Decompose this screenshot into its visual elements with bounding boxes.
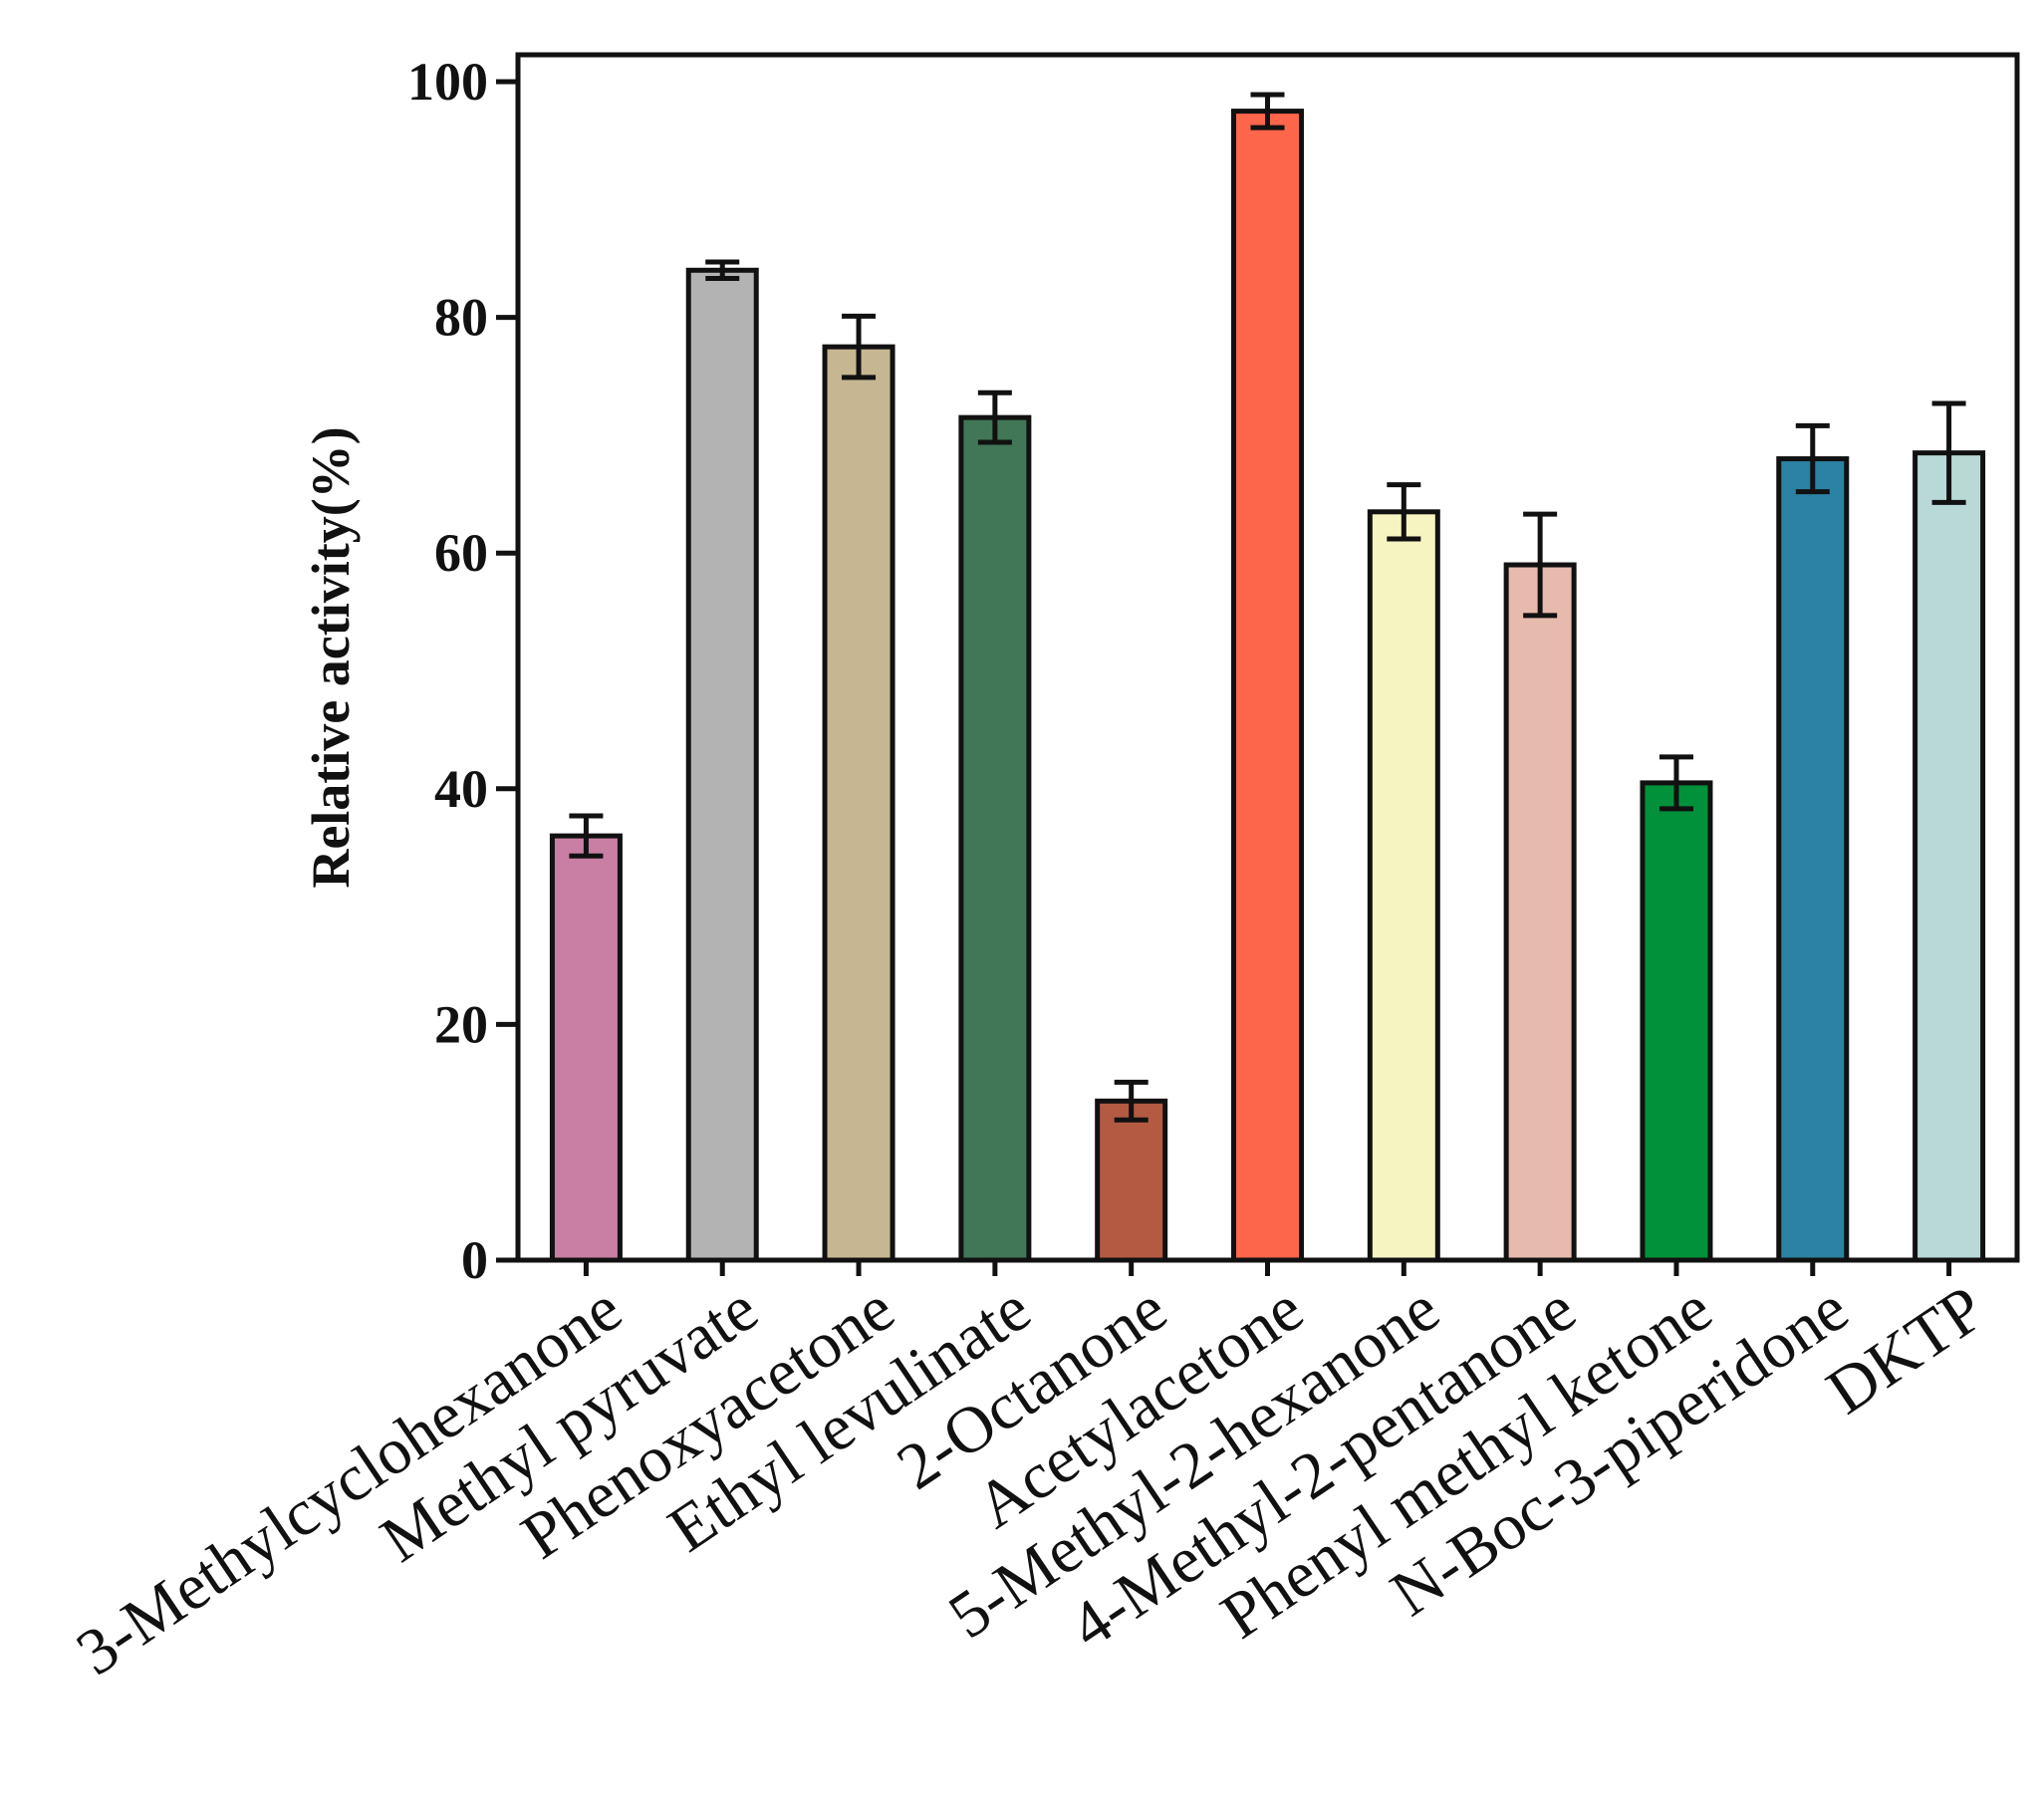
y-tick-label: 60 bbox=[434, 523, 488, 583]
bar-1 bbox=[549, 833, 623, 1263]
y-tick-label: 80 bbox=[434, 288, 488, 348]
bar-11 bbox=[1913, 450, 1986, 1263]
bar-10 bbox=[1776, 456, 1850, 1263]
bar-8 bbox=[1503, 562, 1577, 1263]
y-axis: 0 20 40 60 80 100 bbox=[407, 52, 518, 1290]
y-tick-label: 20 bbox=[434, 994, 488, 1054]
bar-6 bbox=[1231, 109, 1304, 1263]
bar-3 bbox=[822, 344, 895, 1263]
y-tick-label: 40 bbox=[434, 759, 488, 819]
error-bars-layer bbox=[569, 92, 1966, 1123]
bar-2 bbox=[685, 267, 759, 1263]
y-axis-title: Relative activity(%) bbox=[301, 426, 361, 888]
bars-layer bbox=[549, 109, 1986, 1263]
y-tick-label: 0 bbox=[461, 1230, 488, 1290]
bar-5 bbox=[1095, 1098, 1168, 1263]
x-tick-label: DKTP bbox=[1814, 1272, 1997, 1428]
bar-7 bbox=[1367, 509, 1440, 1263]
bar-9 bbox=[1640, 780, 1713, 1263]
y-tick-label: 100 bbox=[407, 52, 488, 112]
bar-4 bbox=[958, 414, 1032, 1263]
